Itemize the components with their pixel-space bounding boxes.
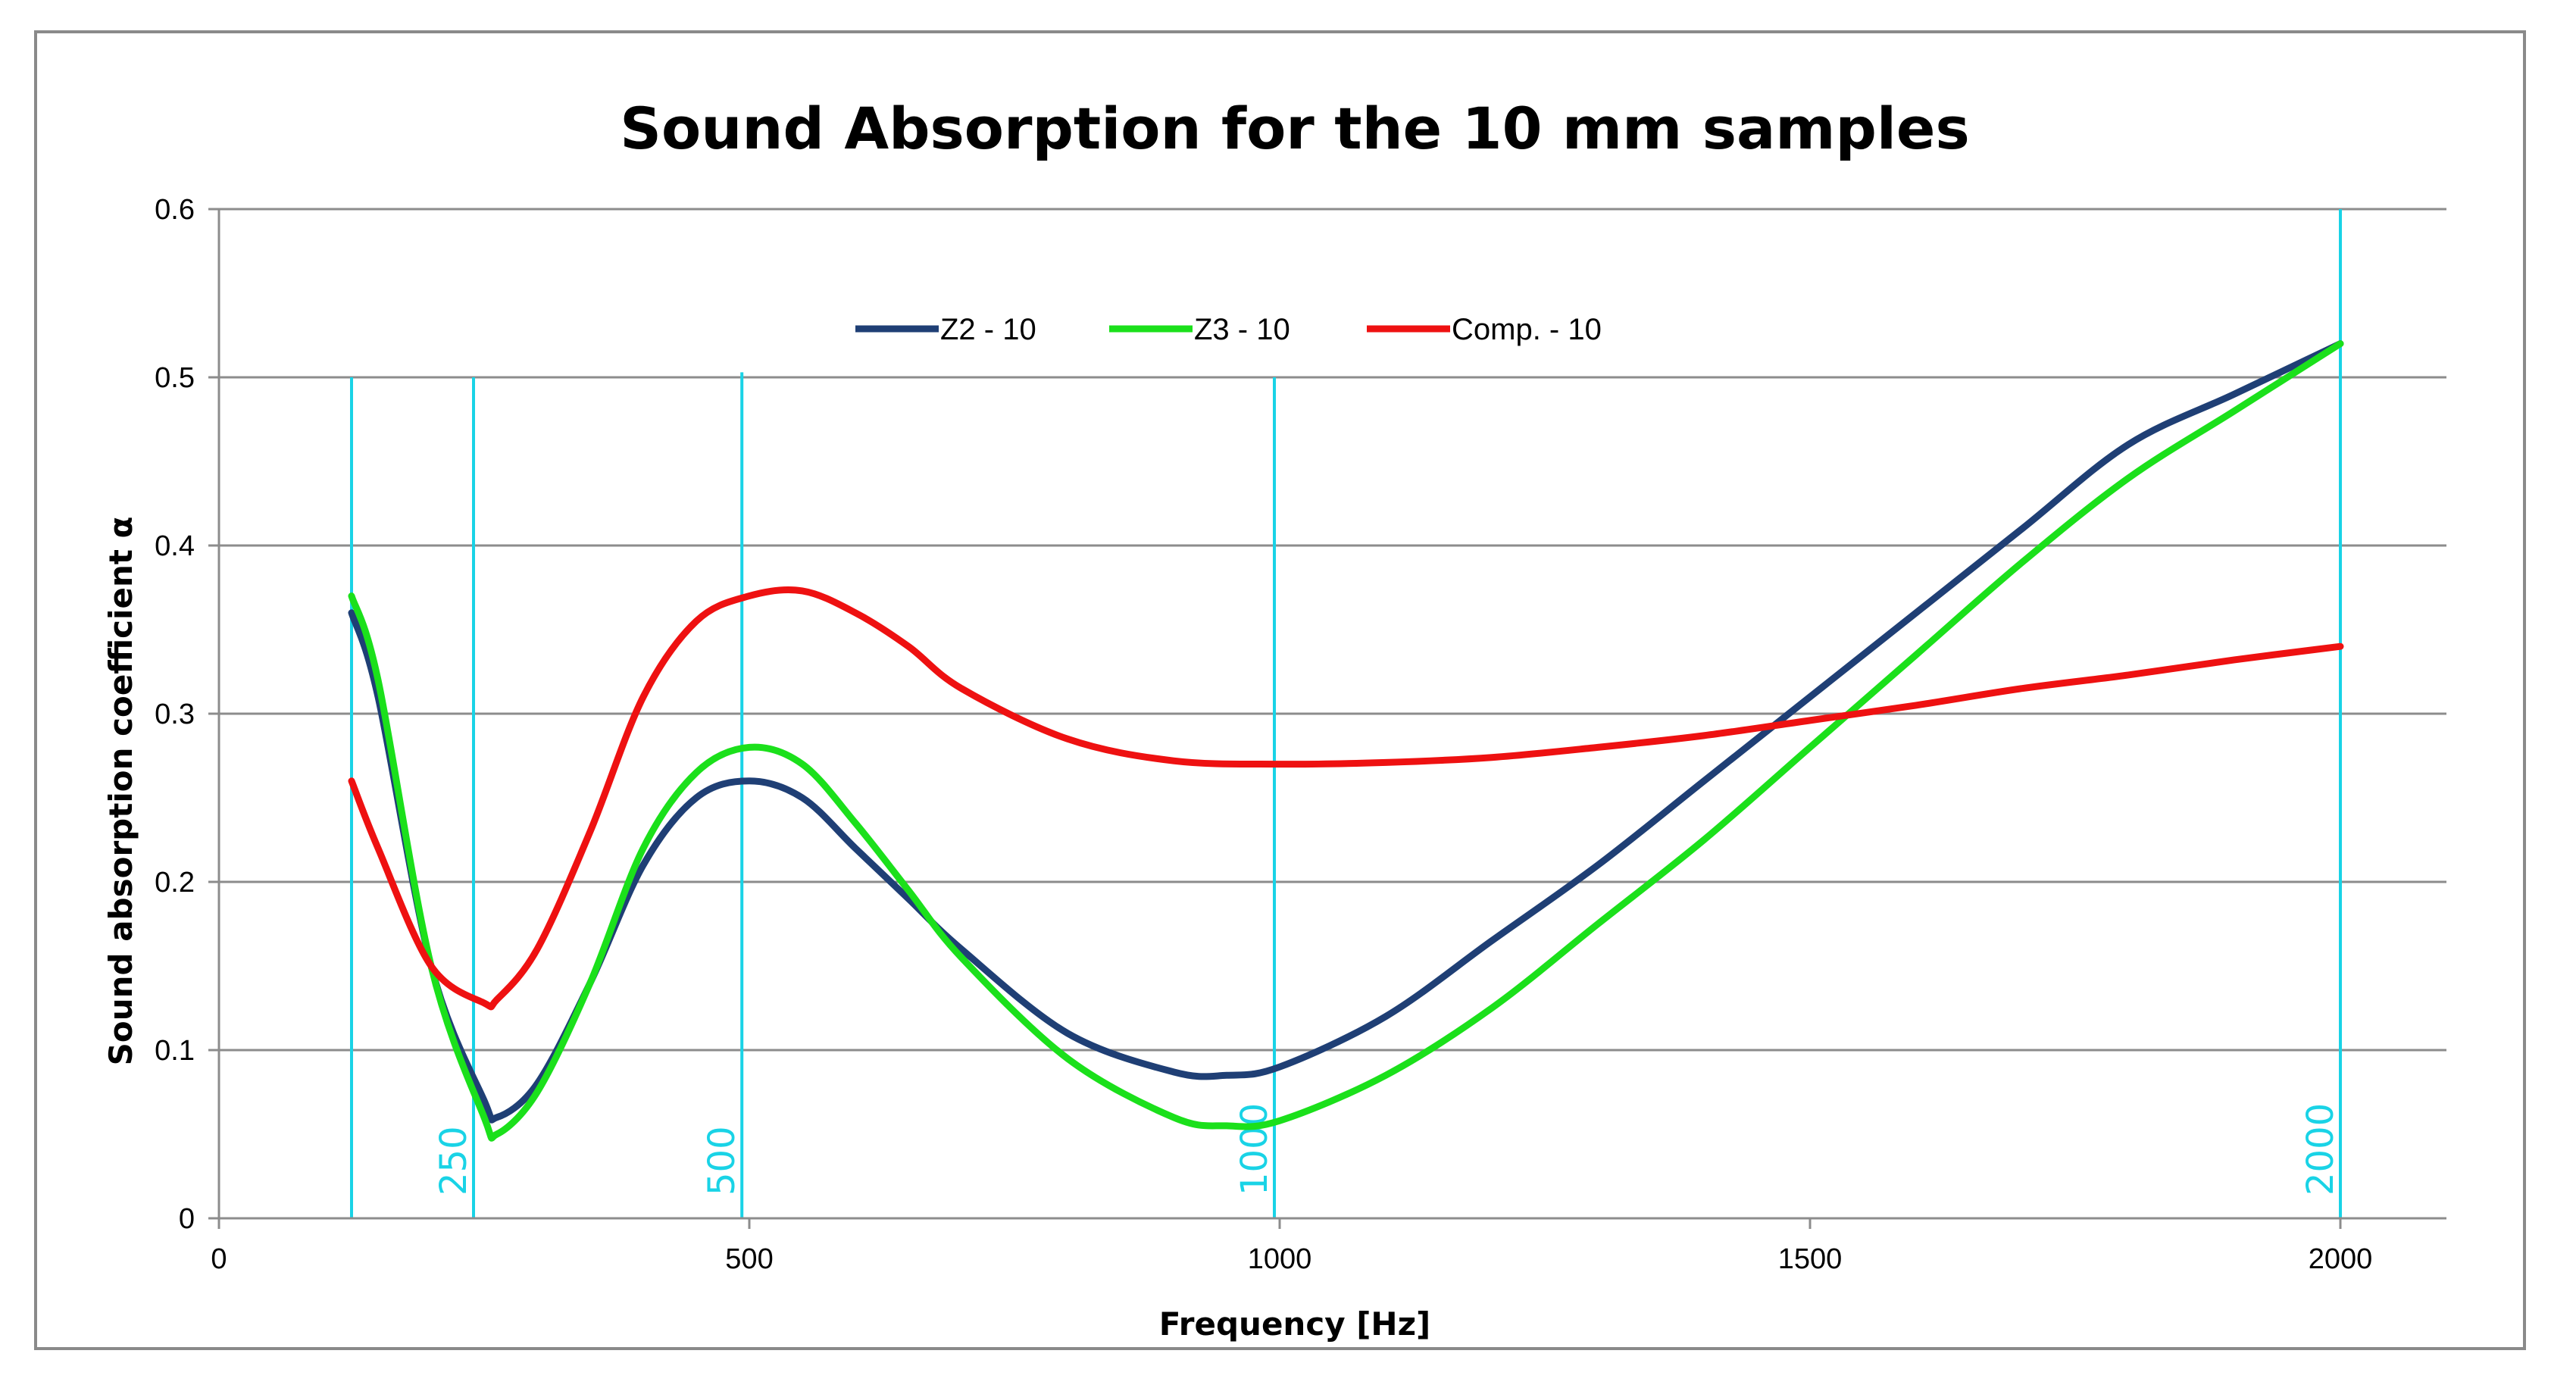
- legend-label: Z3 - 10: [1194, 313, 1290, 346]
- reference-label: 2000: [2299, 1103, 2342, 1196]
- x-tick-label: 1500: [1778, 1243, 1843, 1275]
- reference-label: 250: [433, 1126, 475, 1196]
- y-tick-label: 0.2: [155, 867, 195, 899]
- legend-label: Comp. - 10: [1452, 313, 1602, 346]
- y-tick-label: 0.3: [155, 699, 195, 730]
- chart-title: Sound Absorption for the 10 mm samples: [620, 95, 1969, 162]
- chart-svg: Sound Absorption for the 10 mm samples 2…: [102, 95, 2446, 1343]
- axes: 0 0.1 0.2 0.3 0.4 0.5 0.6 0 500 1000 1500 2000: [155, 194, 2446, 1275]
- series-line-3: [348, 586, 2344, 1011]
- x-tick-label: 1000: [1248, 1243, 1312, 1275]
- series-line-2: [348, 340, 2344, 1142]
- reference-label: 500: [701, 1126, 743, 1196]
- x-axis-title: Frequency [Hz]: [1159, 1305, 1430, 1343]
- reference-label: 1000: [1233, 1103, 1276, 1196]
- series-line-1: [348, 340, 2344, 1124]
- legend: Z2 - 10 Z3 - 10 Comp. - 10: [855, 313, 1602, 346]
- y-tick-label: 0: [179, 1203, 195, 1235]
- x-tick-label: 0: [211, 1243, 227, 1275]
- y-tick-label: 0.6: [155, 194, 195, 226]
- y-axis-title: Sound absorption coefficient α: [102, 517, 139, 1066]
- chart-frame: Sound Absorption for the 10 mm samples 2…: [34, 30, 2526, 1350]
- grid-layer: [219, 208, 2446, 1052]
- legend-label: Z2 - 10: [940, 313, 1036, 346]
- x-tick-label: 2000: [2309, 1243, 2373, 1275]
- y-tick-label: 0.1: [155, 1035, 195, 1067]
- y-tick-label: 0.4: [155, 530, 195, 562]
- y-tick-label: 0.5: [155, 362, 195, 394]
- x-tick-label: 500: [725, 1243, 773, 1275]
- reference-lines: 250 500 1000 2000: [350, 209, 2342, 1218]
- series-layer: [348, 340, 2344, 1142]
